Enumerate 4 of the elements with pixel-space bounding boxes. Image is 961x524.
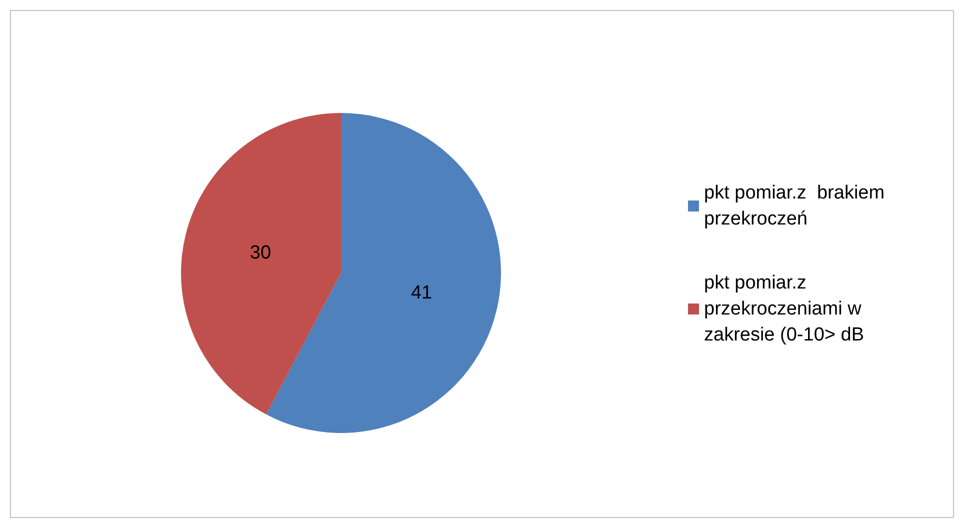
data-label: 30 bbox=[250, 242, 272, 264]
legend-label: pkt pomiar.z brakiem przekroczeń bbox=[704, 182, 890, 230]
data-label: 41 bbox=[410, 282, 432, 304]
legend-label: pkt pomiar.z przekroczeniami w zakresie (0-10> dB bbox=[704, 272, 867, 346]
